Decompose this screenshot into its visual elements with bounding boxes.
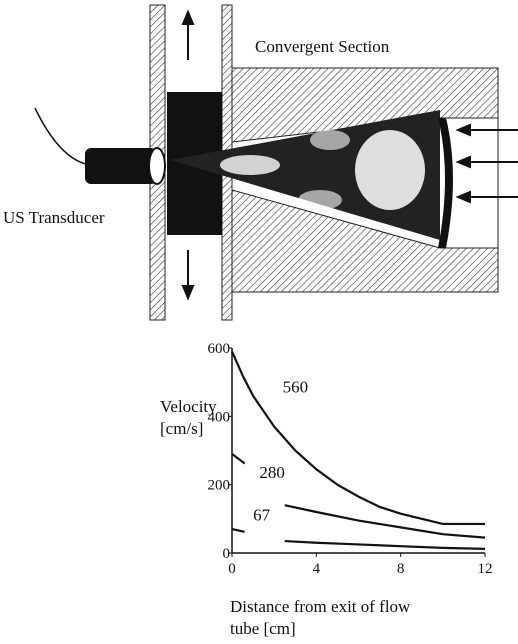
y-tick-label: 200: [208, 478, 231, 494]
speckle: [355, 130, 425, 210]
curve: [232, 529, 485, 549]
transducer: [85, 148, 157, 184]
y-tick-label: 600: [208, 341, 231, 357]
x-tick-label: 4: [313, 561, 321, 577]
y-tick-label: 0: [223, 546, 231, 562]
speckle: [298, 190, 342, 210]
schematic: US Transducer Convergent Section: [3, 5, 518, 320]
curve-label: 280: [259, 463, 285, 482]
curve: [232, 351, 485, 524]
x-tick-label: 0: [228, 561, 236, 577]
x-axis-title: Distance from exit of flow: [230, 597, 411, 616]
transducer-label: US Transducer: [3, 208, 105, 227]
x-axis-title: tube [cm]: [230, 619, 296, 638]
cable: [35, 108, 90, 165]
section-label: Convergent Section: [255, 37, 390, 56]
y-tick-label: 400: [208, 409, 231, 425]
figure: US Transducer Convergent Section Velocit…: [0, 0, 518, 644]
speckle: [310, 130, 350, 150]
speckle: [220, 155, 280, 175]
y-axis-title: [cm/s]: [160, 419, 203, 438]
transducer-face: [149, 148, 165, 184]
x-tick-label: 8: [397, 561, 405, 577]
curve-label: 67: [253, 506, 270, 525]
curve-label: 560: [283, 377, 309, 396]
page: {"diagram": {"transducer_label": "US Tra…: [0, 0, 518, 644]
x-tick-label: 12: [478, 561, 493, 577]
